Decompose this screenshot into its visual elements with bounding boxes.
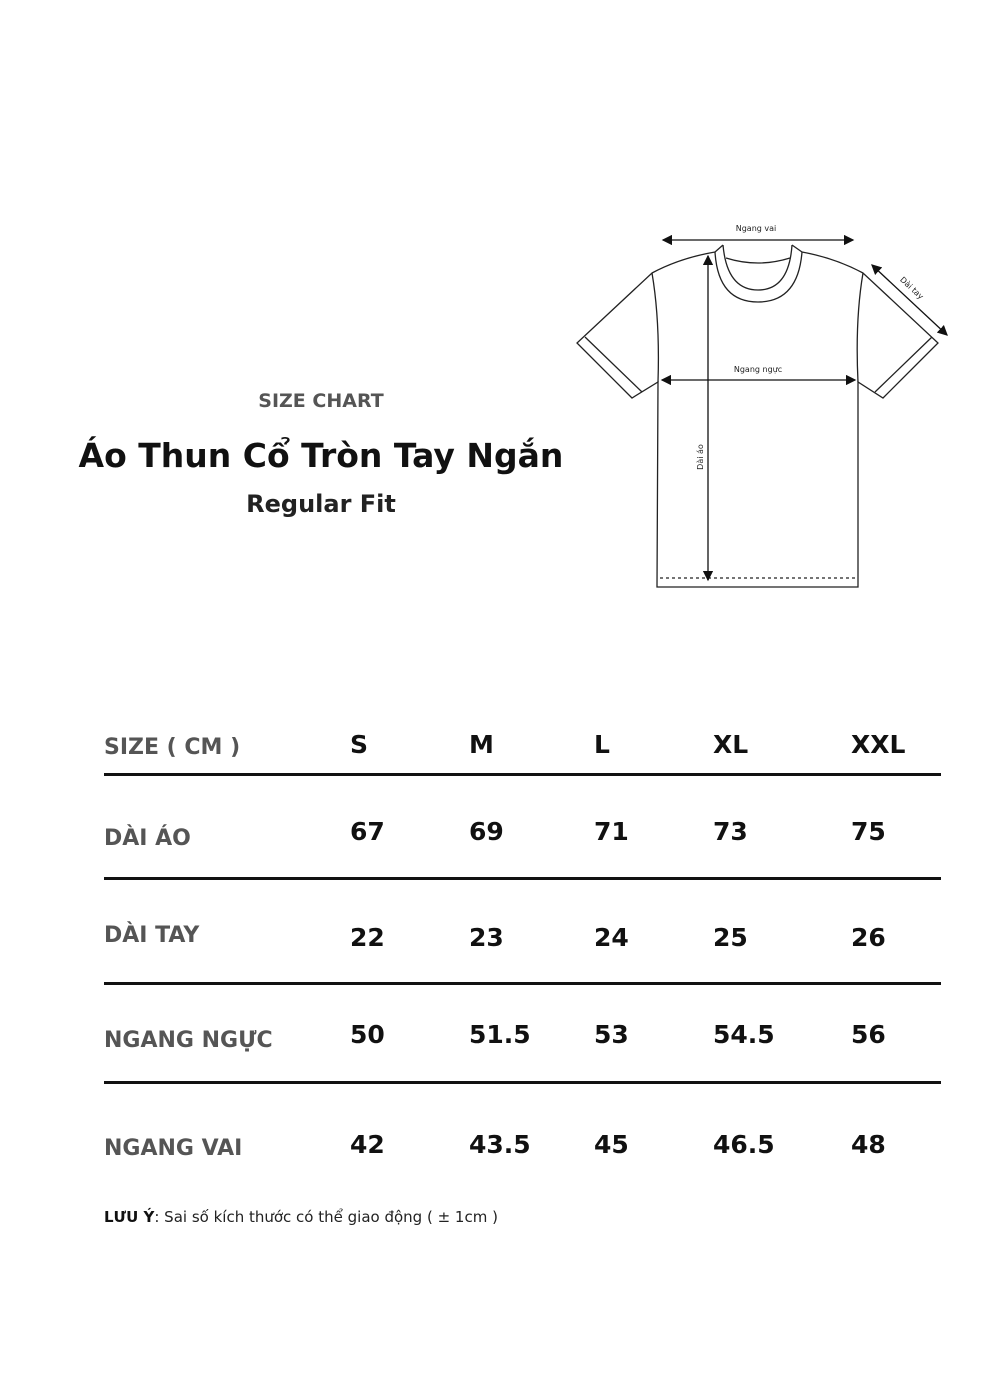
cell: 43.5 (469, 1130, 531, 1159)
size-chart-kicker: SIZE CHART (258, 390, 384, 412)
size-s: S (350, 730, 369, 759)
row-label: DÀI ÁO (104, 826, 191, 851)
sleeve-label: Dài tay (898, 275, 925, 301)
fit-label: Regular Fit (246, 490, 396, 518)
cell: 71 (594, 817, 629, 846)
sleeve-arrow (871, 264, 948, 336)
row-label: DÀI TAY (104, 923, 200, 948)
cell: 46.5 (713, 1130, 775, 1159)
size-l: L (594, 730, 610, 759)
cell: 56 (851, 1020, 886, 1049)
size-xxl: XXL (851, 730, 906, 759)
row-label: NGANG VAI (104, 1136, 243, 1161)
cell: 67 (350, 817, 385, 846)
divider (104, 877, 941, 880)
cell: 73 (713, 817, 748, 846)
tolerance-note: LƯU Ý: Sai số kích thước có thể giao độn… (104, 1208, 498, 1226)
cell: 54.5 (713, 1020, 775, 1049)
cell: 53 (594, 1020, 629, 1049)
cell: 22 (350, 923, 385, 952)
measure-arrows (660, 234, 948, 582)
length-label: Dài áo (696, 444, 705, 470)
cell: 25 (713, 923, 748, 952)
cell: 24 (594, 923, 629, 952)
cell: 69 (469, 817, 504, 846)
size-xl: XL (713, 730, 749, 759)
cell: 23 (469, 923, 504, 952)
cell: 75 (851, 817, 886, 846)
shoulder-label: Ngang vai (736, 224, 777, 233)
cell: 26 (851, 923, 886, 952)
note-label: LƯU Ý (104, 1208, 155, 1226)
cell: 50 (350, 1020, 385, 1049)
chest-label: Ngang ngực (734, 365, 782, 375)
tshirt-diagram: Ngang vai Ngang ngực Dài áo Dài tay (576, 224, 948, 588)
cell: 45 (594, 1130, 629, 1159)
cell: 48 (851, 1130, 886, 1159)
divider (104, 982, 941, 985)
cell: 51.5 (469, 1020, 531, 1049)
divider (104, 1081, 941, 1084)
divider (104, 773, 941, 776)
product-title: Áo Thun Cổ Tròn Tay Ngắn (78, 436, 564, 475)
size-m: M (469, 730, 494, 759)
tshirt-outline (576, 244, 939, 588)
note-text: : Sai số kích thước có thể giao động ( ±… (154, 1208, 498, 1226)
cell: 42 (350, 1130, 385, 1159)
size-header-label: SIZE ( CM ) (104, 735, 241, 760)
row-label: NGANG NGỰC (104, 1028, 273, 1053)
